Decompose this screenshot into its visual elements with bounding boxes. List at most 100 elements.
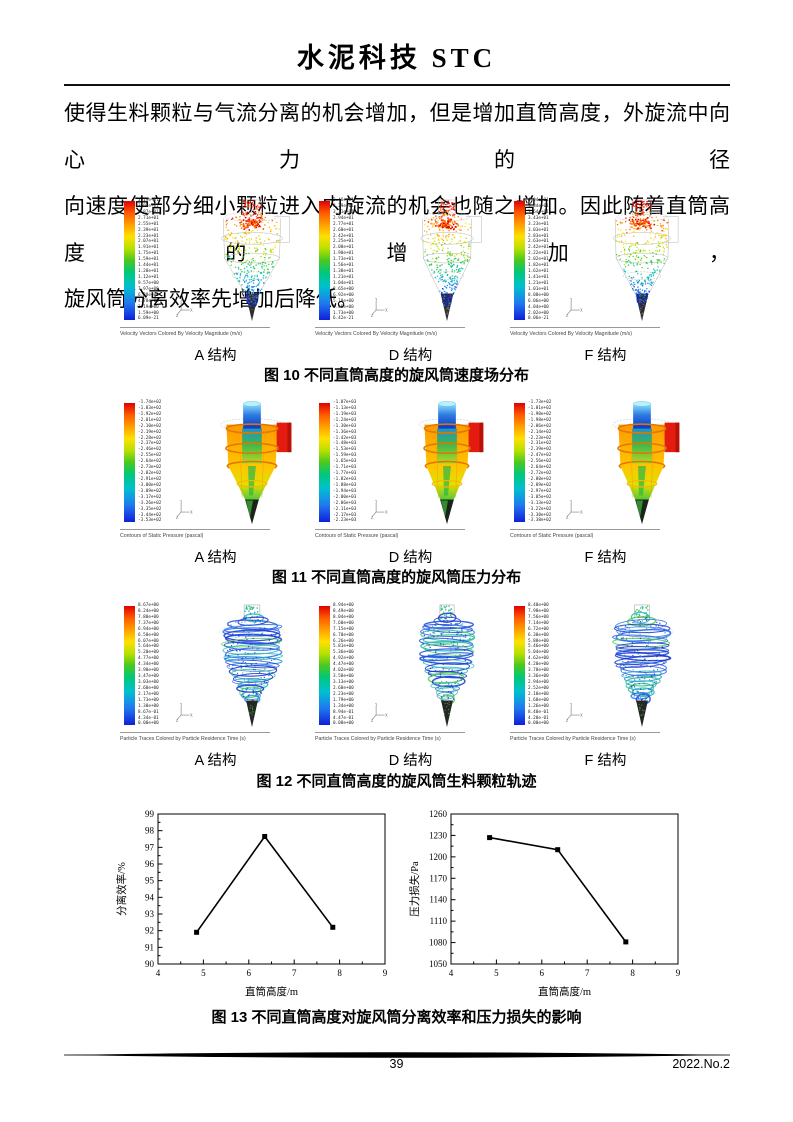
contours-render — [586, 399, 698, 529]
svg-text:Y: Y — [375, 500, 378, 504]
svg-text:97: 97 — [145, 842, 155, 852]
colorbar-gradient — [514, 403, 525, 522]
cfd-panel-fig11-1: -1.07e+03 -1.13e+03 -1.19e+03 -1.24e+03 -1.3… — [313, 399, 508, 546]
cfd-panel-fig10-2: 4.04e+01 3.84e+01 3.64e+01 3.43e+01 3.23e+01… — [508, 197, 703, 344]
svg-text:Y: Y — [570, 298, 573, 302]
svg-text:95: 95 — [145, 876, 155, 886]
figure-12-panels: 8.67e+00 8.24e+00 7.80e+00 7.37e+00 6.94e+00… — [118, 602, 703, 749]
colorbar-tick-labels: 3.46e+01 3.29e+01 3.11e+01 2.94e+01 2.77e+01… — [333, 198, 354, 322]
cfd-legend-label: Velocity Vectors Colored By Velocity Mag… — [510, 331, 632, 337]
svg-text:Y: Y — [180, 703, 183, 707]
axis-triad-icon: Y X Z — [371, 703, 388, 723]
svg-text:X: X — [190, 309, 193, 313]
colorbar-tick-labels: 8.40e+00 7.98e+00 7.56e+00 7.14e+00 6.72e+00… — [528, 603, 549, 727]
panel-divider — [120, 327, 270, 328]
page-header-title: 水泥科技 STC — [296, 43, 497, 73]
svg-text:Z: Z — [176, 719, 179, 722]
traces-render — [196, 602, 308, 732]
cfd-legend-label: Velocity Vectors Colored By Velocity Mag… — [120, 331, 242, 337]
svg-text:Z: Z — [176, 314, 179, 317]
panel-divider — [315, 327, 465, 328]
contours-render — [196, 399, 308, 529]
colorbar-gradient — [124, 606, 135, 725]
cfd-legend-label: Contours of Static Pressure (pascal) — [315, 533, 399, 539]
svg-text:6: 6 — [247, 968, 252, 978]
svg-text:92: 92 — [145, 926, 154, 936]
panel-divider — [510, 732, 660, 733]
figure-10: 3.19e+01 3.03e+01 2.87e+01 2.71e+01 2.55e+01… — [118, 197, 703, 365]
svg-text:1140: 1140 — [429, 895, 447, 905]
cfd-legend-label: Velocity Vectors Colored By Velocity Mag… — [315, 331, 437, 337]
structure-label: F 结构 — [584, 753, 627, 769]
figure-11-structure-labels: A 结构 D 结构 F 结构 — [118, 546, 703, 567]
vectors-render — [586, 197, 698, 327]
svg-text:Z: Z — [371, 719, 374, 722]
svg-text:91: 91 — [145, 942, 154, 952]
colorbar-gradient — [124, 201, 135, 320]
axis-triad-icon: Y X Z — [176, 298, 193, 318]
cfd-panel-fig12-0: 8.67e+00 8.24e+00 7.80e+00 7.37e+00 6.94e+00… — [118, 602, 313, 749]
cfd-legend-label: Particle Traces Colored by Particle Resi… — [315, 736, 441, 742]
figure-10-panels: 3.19e+01 3.03e+01 2.87e+01 2.71e+01 2.55e+01… — [118, 197, 703, 344]
colorbar-gradient — [319, 606, 330, 725]
figure-10-structure-labels: A 结构 D 结构 F 结构 — [118, 344, 703, 365]
header-rule — [64, 84, 730, 86]
colorbar-tick-labels: 8.67e+00 8.24e+00 7.80e+00 7.37e+00 6.94e+00… — [138, 603, 159, 727]
svg-text:X: X — [580, 309, 583, 313]
body-paragraph: 使得生料颗粒与气流分离的机会增加，但是增加直筒高度，外旋流中向心力的径 向速度使… — [64, 90, 730, 323]
axis-triad-icon: Y X Z — [176, 703, 193, 723]
colorbar-gradient — [319, 201, 330, 320]
svg-text:Y: Y — [570, 500, 573, 504]
svg-text:1200: 1200 — [429, 852, 448, 862]
svg-text:98: 98 — [145, 826, 155, 836]
svg-text:1170: 1170 — [429, 873, 447, 883]
structure-label: A 结构 — [194, 550, 237, 566]
structure-label: F 结构 — [584, 550, 627, 566]
cfd-panel-fig11-0: -1.74e+02 -1.83e+02 -1.92e+02 -2.01e+02 -2.1… — [118, 399, 313, 546]
panel-divider — [120, 529, 270, 530]
cfd-panel-fig12-1: 8.94e+00 8.49e+00 8.04e+00 7.60e+00 7.15e+00… — [313, 602, 508, 749]
structure-label: D 结构 — [388, 753, 433, 769]
svg-text:90: 90 — [145, 959, 155, 969]
colorbar-tick-labels: -1.07e+03 -1.13e+03 -1.19e+03 -1.24e+03 -1.3… — [333, 400, 357, 524]
cfd-legend-label: Contours of Static Pressure (pascal) — [510, 533, 594, 539]
structure-label: D 结构 — [388, 348, 433, 364]
svg-text:Y: Y — [375, 703, 378, 707]
svg-text:Z: Z — [371, 314, 374, 317]
svg-text:X: X — [385, 511, 388, 515]
svg-text:Z: Z — [566, 314, 569, 317]
svg-text:9: 9 — [676, 968, 681, 978]
svg-text:6: 6 — [540, 968, 545, 978]
svg-text:1260: 1260 — [429, 809, 448, 819]
svg-text:7: 7 — [292, 968, 297, 978]
svg-text:Y: Y — [180, 500, 183, 504]
cfd-panel-fig12-2: 8.40e+00 7.98e+00 7.56e+00 7.14e+00 6.72e+00… — [508, 602, 703, 749]
svg-text:1080: 1080 — [429, 938, 448, 948]
svg-text:X: X — [580, 714, 583, 718]
cfd-legend-label: Particle Traces Colored by Particle Resi… — [510, 736, 636, 742]
svg-text:1050: 1050 — [429, 959, 448, 969]
colorbar-gradient — [124, 403, 135, 522]
svg-text:1110: 1110 — [430, 916, 448, 926]
cfd-legend-label: Particle Traces Colored by Particle Resi… — [120, 736, 246, 742]
svg-text:7: 7 — [585, 968, 590, 978]
svg-text:X: X — [385, 309, 388, 313]
structure-label: D 结构 — [388, 550, 433, 566]
cfd-panel-fig10-0: 3.19e+01 3.03e+01 2.87e+01 2.71e+01 2.55e+01… — [118, 197, 313, 344]
footer-issue: 2022.No.2 — [672, 1057, 730, 1071]
panel-divider — [120, 732, 270, 733]
svg-text:99: 99 — [145, 809, 155, 819]
svg-text:Z: Z — [176, 516, 179, 519]
traces-render — [586, 602, 698, 732]
panel-divider — [315, 529, 465, 530]
figure-13: 4 5 6 7 8 9 90 91 92 93 94 95 96 97 98 99 直筒高度/m 分离效率/% 4… — [112, 804, 690, 1002]
structure-label: A 结构 — [194, 753, 237, 769]
axis-triad-icon: Y X Z — [371, 500, 388, 520]
axis-triad-icon: Y X Z — [566, 298, 583, 318]
traces-render — [391, 602, 503, 732]
colorbar-tick-labels: 4.04e+01 3.84e+01 3.64e+01 3.43e+01 3.23e+01… — [528, 198, 549, 322]
svg-text:93: 93 — [145, 909, 155, 919]
axis-triad-icon: Y X Z — [566, 703, 583, 723]
svg-text:8: 8 — [337, 968, 342, 978]
